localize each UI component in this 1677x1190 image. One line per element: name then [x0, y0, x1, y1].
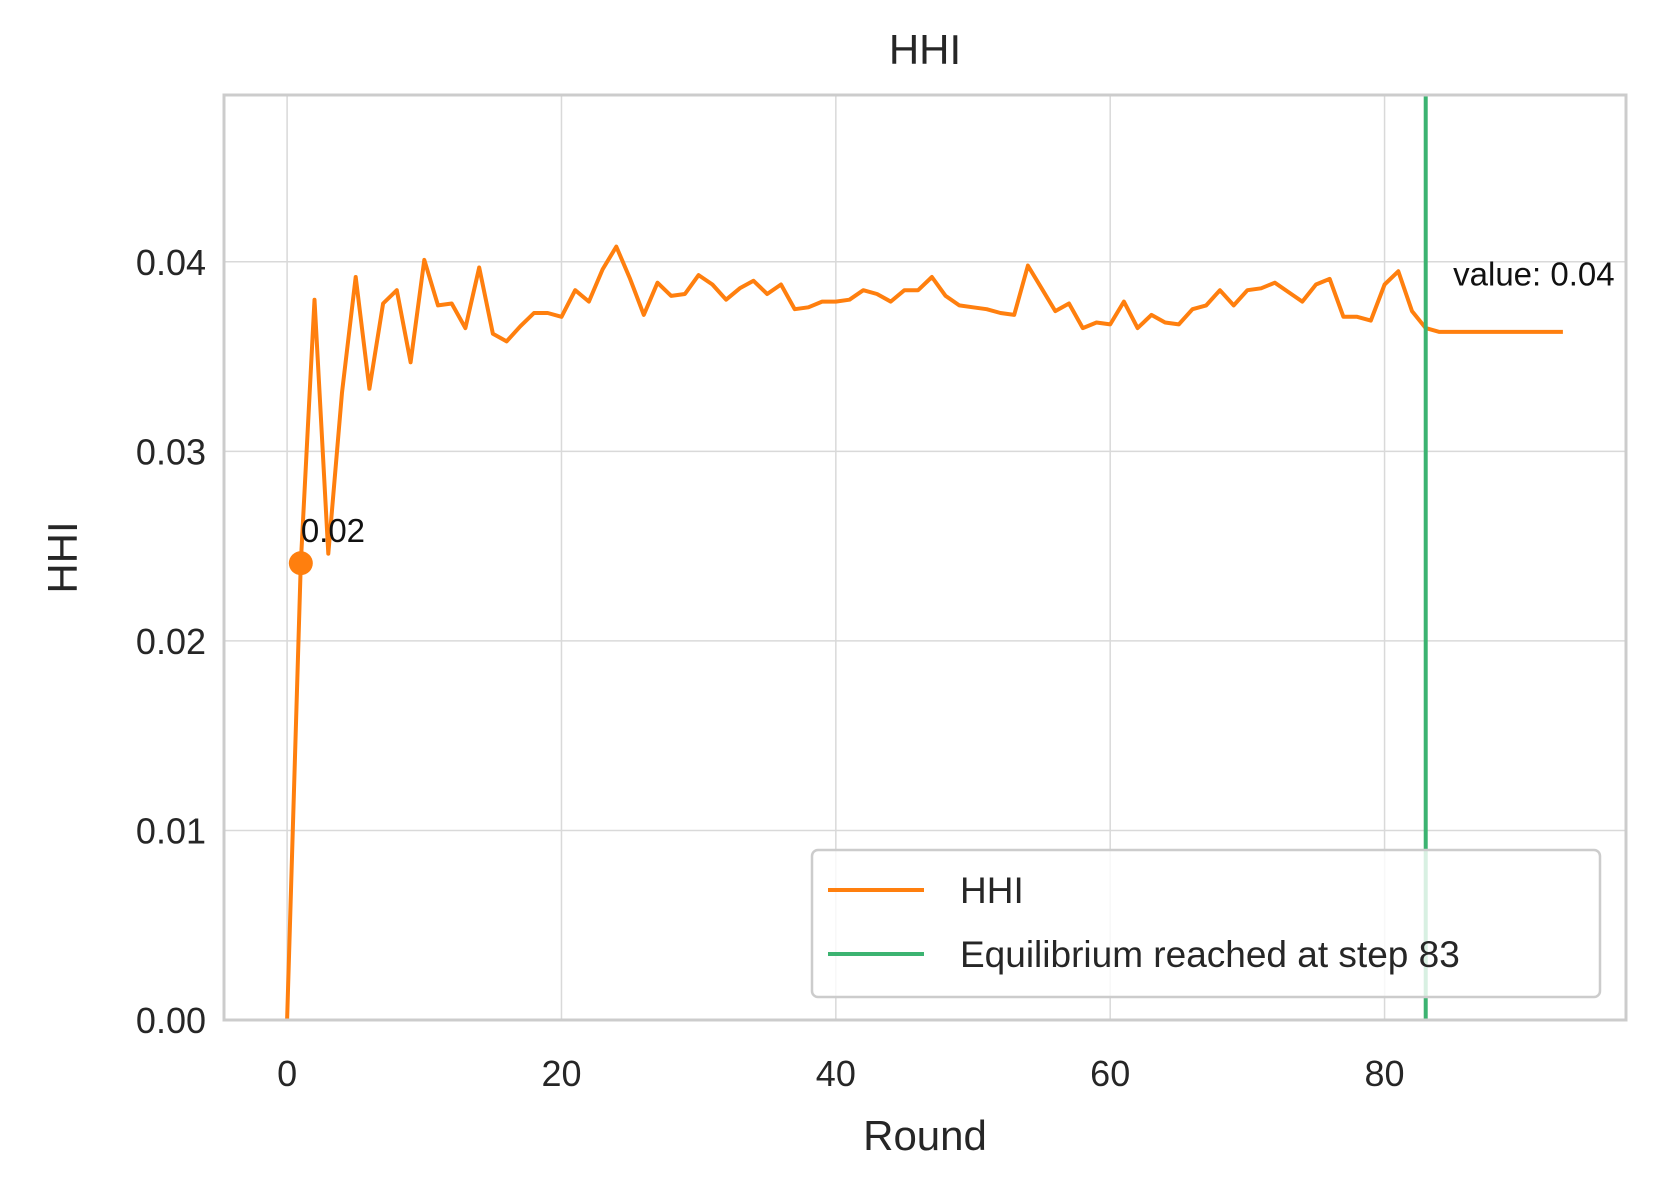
y-tick-label: 0.00 — [136, 1000, 206, 1041]
ticks: 0 20 40 60 80 0.00 0.01 0.02 0.03 0.04 — [136, 242, 1405, 1094]
chart-title: HHI — [889, 26, 961, 73]
legend-box — [810, 848, 1602, 999]
annotation-marker — [288, 551, 313, 576]
y-axis-label: HHI — [39, 521, 86, 593]
x-tick-label: 40 — [816, 1053, 856, 1094]
plot-frame — [222, 93, 1628, 1022]
annotation-start-value: 0.02 — [301, 512, 365, 549]
y-tick-label: 0.01 — [136, 810, 206, 851]
legend-label-equilibrium: Equilibrium reached at step 83 — [960, 934, 1460, 975]
y-tick-label: 0.02 — [136, 621, 206, 662]
x-tick-label: 0 — [277, 1053, 297, 1094]
legend-label-hhi: HHI — [960, 870, 1024, 911]
y-tick-label: 0.04 — [136, 242, 206, 283]
legend: HHI Equilibrium reached at step 83 — [810, 848, 1602, 999]
y-tick-label: 0.03 — [136, 431, 206, 472]
x-tick-label: 60 — [1090, 1053, 1130, 1094]
annotation-end-value: value: 0.04 — [1453, 256, 1614, 293]
x-axis-label: Round — [863, 1112, 987, 1159]
x-tick-label: 20 — [541, 1053, 581, 1094]
x-tick-label: 80 — [1365, 1053, 1405, 1094]
hhi-series-line — [285, 244, 1563, 1020]
annotations: 0.02 value: 0.04 — [288, 256, 1615, 576]
